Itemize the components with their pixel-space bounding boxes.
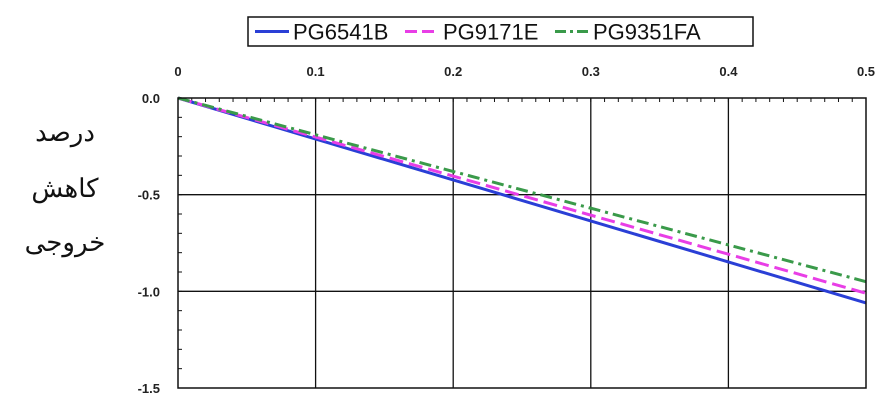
y-tick-label: -1.0	[138, 284, 160, 299]
legend-label-PG9351FA: PG9351FA	[593, 20, 701, 45]
grid	[178, 98, 866, 388]
y-axis-label-line: درصد	[35, 118, 95, 148]
y-axis-label-line: کاهش	[31, 174, 99, 204]
y-tick-label: -0.5	[138, 188, 160, 203]
legend: PG6541B PG9171E PG9351FA	[247, 16, 754, 47]
x-tick-label: 0.3	[582, 64, 600, 79]
plot-area	[178, 98, 866, 388]
legend-label-PG6541B: PG6541B	[293, 20, 388, 45]
y-tick-label: 0.0	[142, 91, 160, 106]
y-tick-labels: 0.0 -0.5 -1.0 -1.5	[138, 91, 160, 396]
legend-label-PG9171E: PG9171E	[443, 20, 538, 45]
series-line-PG9351FA	[177, 96, 867, 284]
x-tick-labels: 0 0.1 0.2 0.3 0.4 0.5	[174, 64, 875, 79]
legend-box	[247, 16, 754, 47]
x-tick-label: 0.5	[857, 64, 875, 79]
series-line-PG6541B	[177, 96, 867, 305]
series-lines	[177, 96, 867, 305]
y-axis-label-line: خروجی	[24, 228, 106, 258]
x-tick-label: 0.2	[444, 64, 462, 79]
x-tick-label: 0.1	[307, 64, 325, 79]
x-tick-label: 0	[174, 64, 181, 79]
plot-frame	[177, 97, 867, 389]
x-tick-label: 0.4	[719, 64, 738, 79]
y-tick-label: -1.5	[138, 381, 160, 396]
